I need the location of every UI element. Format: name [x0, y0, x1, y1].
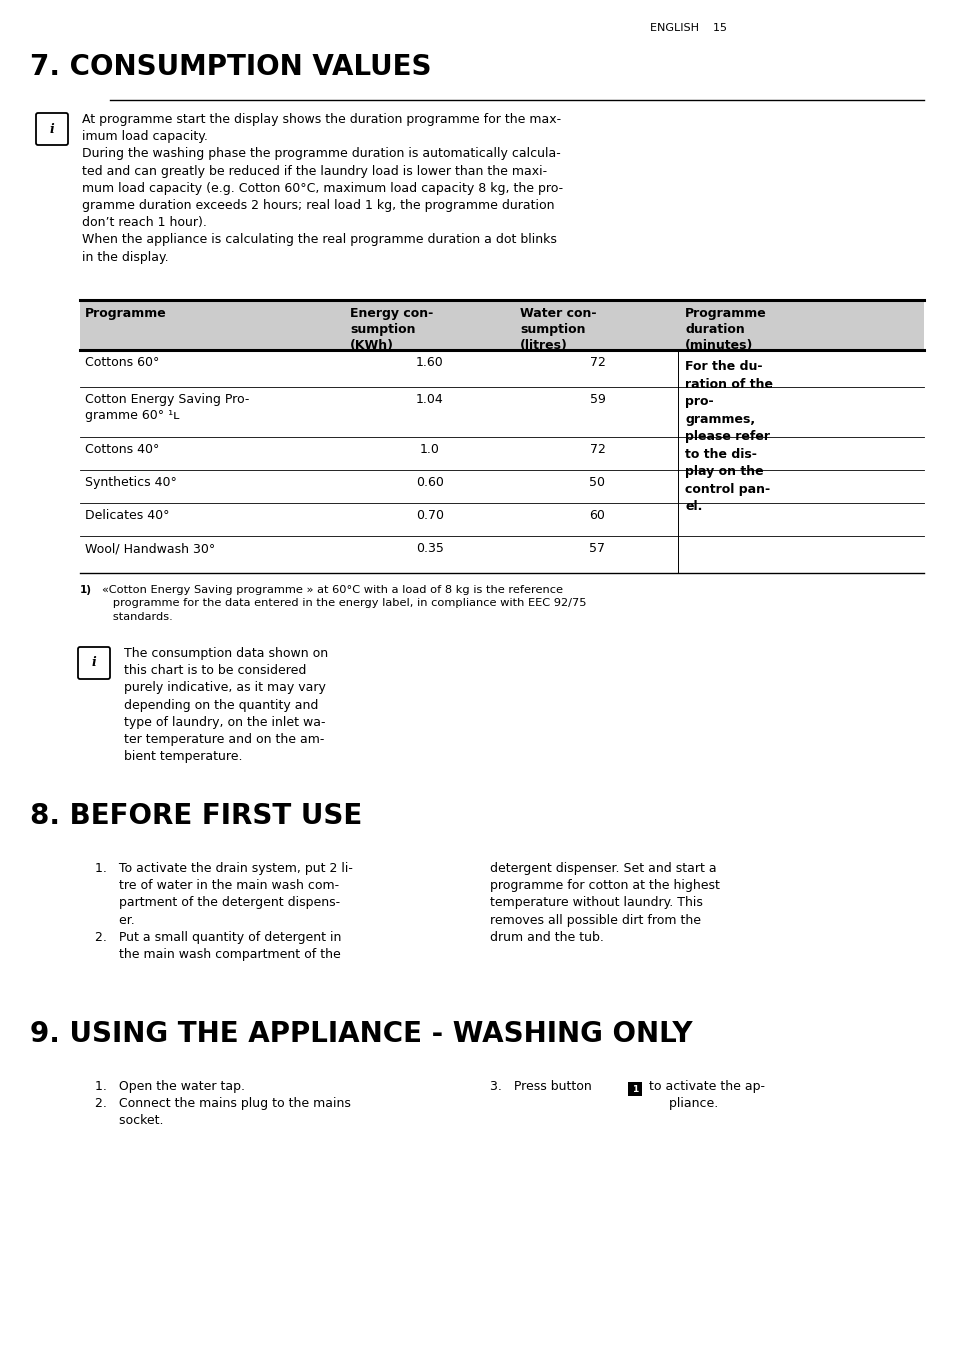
- Text: For the du-: For the du-: [684, 360, 761, 373]
- Text: 9. USING THE APPLIANCE - WASHING ONLY: 9. USING THE APPLIANCE - WASHING ONLY: [30, 1019, 692, 1048]
- Text: 7. CONSUMPTION VALUES: 7. CONSUMPTION VALUES: [30, 53, 431, 81]
- Text: play on the: play on the: [684, 465, 762, 479]
- Text: please refer: please refer: [684, 430, 769, 443]
- Text: 1.   Open the water tap.
2.   Connect the mains plug to the mains
      socket.: 1. Open the water tap. 2. Connect the ma…: [95, 1080, 351, 1128]
- FancyBboxPatch shape: [78, 648, 110, 679]
- Text: control pan-: control pan-: [684, 483, 769, 495]
- Text: At programme start the display shows the duration programme for the max-
imum lo: At programme start the display shows the…: [82, 114, 562, 264]
- Text: to activate the ap-
      pliance.: to activate the ap- pliance.: [644, 1080, 764, 1110]
- Text: Cottons 60°: Cottons 60°: [85, 356, 159, 369]
- Text: 1): 1): [80, 585, 91, 595]
- Text: el.: el.: [684, 500, 701, 512]
- Text: to the dis-: to the dis-: [684, 448, 756, 461]
- Text: Water con-
sumption
(litres): Water con- sumption (litres): [519, 307, 596, 352]
- Text: Delicates 40°: Delicates 40°: [85, 508, 170, 522]
- Text: detergent dispenser. Set and start a
programme for cotton at the highest
tempera: detergent dispenser. Set and start a pro…: [490, 863, 720, 944]
- Text: 8. BEFORE FIRST USE: 8. BEFORE FIRST USE: [30, 802, 362, 830]
- Text: 0.35: 0.35: [416, 542, 443, 556]
- Text: Cotton Energy Saving Pro-
gramme 60° ¹ʟ: Cotton Energy Saving Pro- gramme 60° ¹ʟ: [85, 393, 249, 422]
- Text: Synthetics 40°: Synthetics 40°: [85, 476, 176, 489]
- Text: 72: 72: [589, 356, 605, 369]
- Text: The consumption data shown on
this chart is to be considered
purely indicative, : The consumption data shown on this chart…: [124, 648, 328, 763]
- Text: 59: 59: [589, 393, 605, 406]
- Text: 57: 57: [589, 542, 605, 556]
- Text: 50: 50: [589, 476, 605, 489]
- Text: i: i: [50, 123, 54, 135]
- Text: 60: 60: [589, 508, 605, 522]
- FancyBboxPatch shape: [36, 114, 68, 145]
- Text: 3.   Press button: 3. Press button: [490, 1080, 595, 1092]
- Text: ration of the: ration of the: [684, 377, 772, 391]
- Text: 1.04: 1.04: [416, 393, 443, 406]
- Text: ENGLISH    15: ENGLISH 15: [649, 23, 726, 32]
- Text: «Cotton Energy Saving programme » at 60°C with a load of 8 kg is the reference
 : «Cotton Energy Saving programme » at 60°…: [102, 585, 586, 622]
- Text: Cottons 40°: Cottons 40°: [85, 443, 159, 456]
- Text: grammes,: grammes,: [684, 412, 755, 426]
- Text: Programme
duration
(minutes): Programme duration (minutes): [684, 307, 766, 352]
- Text: 1.60: 1.60: [416, 356, 443, 369]
- Text: 1.0: 1.0: [419, 443, 439, 456]
- Text: 0.70: 0.70: [416, 508, 443, 522]
- Text: 1: 1: [631, 1084, 638, 1094]
- Text: 72: 72: [589, 443, 605, 456]
- Text: Wool/ Handwash 30°: Wool/ Handwash 30°: [85, 542, 215, 556]
- Text: i: i: [91, 657, 96, 669]
- Text: Energy con-
sumption
(KWh): Energy con- sumption (KWh): [350, 307, 433, 352]
- Text: Programme: Programme: [85, 307, 167, 320]
- Text: 0.60: 0.60: [416, 476, 443, 489]
- Text: 1.   To activate the drain system, put 2 li-
      tre of water in the main wash: 1. To activate the drain system, put 2 l…: [95, 863, 353, 961]
- Bar: [80, 300, 923, 350]
- Bar: [627, 1082, 641, 1096]
- Text: pro-: pro-: [684, 395, 713, 408]
